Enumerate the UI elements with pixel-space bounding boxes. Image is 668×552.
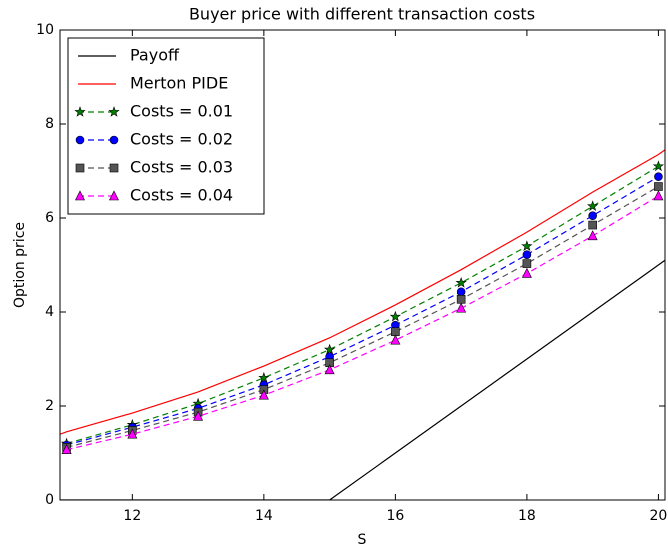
marker: [521, 240, 533, 251]
marker: [654, 182, 663, 191]
x-axis-label: S: [358, 532, 367, 548]
legend-box: [67, 37, 265, 215]
marker: [652, 160, 665, 172]
series-line: [66, 195, 659, 451]
marker: [587, 230, 598, 241]
y-tick-label: 2: [45, 398, 54, 414]
x-tick-label: 16: [386, 508, 404, 524]
marker: [258, 371, 270, 383]
marker: [61, 444, 72, 455]
legend-label: Costs = 0.04: [130, 186, 233, 205]
x-tick-label: 14: [255, 508, 273, 524]
marker: [588, 220, 597, 230]
marker: [75, 163, 85, 173]
marker: [456, 295, 466, 304]
legend-label: Costs = 0.01: [130, 102, 233, 121]
legend: Payoff Merton PIDE Costs = 0.01 Costs = 0.0…: [67, 37, 265, 215]
marker: [522, 259, 532, 268]
series-line: [66, 176, 659, 446]
marker: [109, 163, 119, 173]
y-tick-label: 4: [45, 304, 54, 320]
legend-label: Costs = 0.03: [130, 158, 233, 177]
series-line: [66, 185, 659, 448]
x-tick-label: 18: [518, 508, 536, 524]
marker: [521, 267, 532, 278]
marker: [456, 302, 467, 313]
marker: [74, 106, 86, 117]
marker: [75, 190, 85, 201]
legend-label: Merton PIDE: [130, 74, 228, 93]
marker: [324, 364, 335, 375]
plot-frame: [59, 29, 666, 501]
marker: [108, 106, 120, 117]
marker: [109, 190, 119, 201]
marker: [654, 172, 663, 181]
marker: [193, 410, 204, 421]
series-line: [66, 165, 659, 445]
chart-title: Buyer price with different transaction c…: [189, 5, 535, 24]
y-tick-label: 6: [45, 210, 54, 226]
marker: [653, 190, 664, 201]
marker: [456, 287, 466, 297]
marker: [455, 276, 467, 288]
y-tick-label: 0: [45, 492, 54, 508]
legend-label: Payoff: [130, 46, 180, 65]
marker: [588, 211, 597, 220]
marker: [109, 135, 119, 145]
x-tick-label: 20: [650, 508, 668, 524]
marker: [587, 200, 599, 212]
marker: [127, 428, 138, 439]
y-axis-label: Option price: [12, 222, 28, 308]
marker: [323, 343, 336, 355]
series-line: [60, 259, 665, 500]
y-tick-label: 10: [36, 22, 54, 38]
series-line: [60, 149, 665, 435]
marker: [522, 250, 532, 259]
y-tick-label: 8: [45, 116, 54, 132]
marker: [389, 310, 402, 322]
marker: [75, 135, 85, 145]
marker: [258, 389, 269, 400]
legend-label: Costs = 0.02: [130, 130, 233, 149]
marker: [390, 334, 401, 345]
x-tick-label: 12: [123, 508, 141, 524]
